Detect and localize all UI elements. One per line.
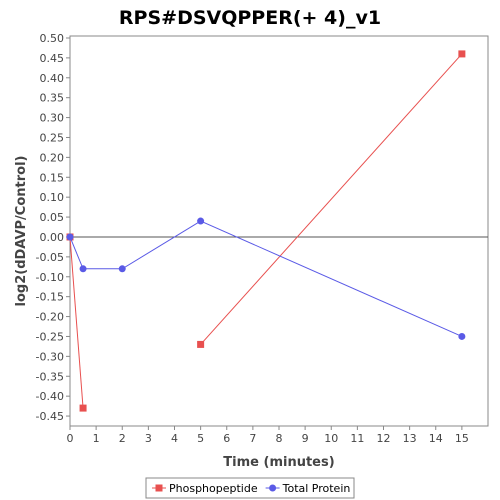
y-tick-label: 0.30 <box>40 112 65 125</box>
x-tick-label: 11 <box>350 432 364 445</box>
legend-item-total-protein: Total Protein <box>265 482 351 495</box>
total-protein-point <box>118 265 126 273</box>
total-protein-point <box>458 332 466 340</box>
y-tick-label: -0.10 <box>36 271 64 284</box>
x-axis: 0 1 2 3 4 5 6 7 8 9 10 11 12 13 14 15 <box>67 426 469 445</box>
y-tick-label: -0.20 <box>36 311 64 324</box>
x-tick-label: 9 <box>302 432 309 445</box>
y-tick-label: -0.30 <box>36 350 64 363</box>
x-tick-label: 2 <box>119 432 126 445</box>
y-tick-label: -0.05 <box>36 251 64 264</box>
phosphopeptide-point <box>458 50 466 58</box>
x-tick-label: 12 <box>377 432 391 445</box>
y-tick-label: 0.35 <box>40 92 65 105</box>
x-tick-label: 1 <box>93 432 100 445</box>
y-tick-label: -0.15 <box>36 291 64 304</box>
x-tick-label: 13 <box>403 432 417 445</box>
y-tick-label: 0.15 <box>40 171 65 184</box>
total-protein-point <box>66 233 74 241</box>
x-tick-label: 0 <box>67 432 74 445</box>
legend-item-phosphopeptide: Phosphopeptide <box>152 482 258 495</box>
phosphopeptide-line <box>69 236 84 409</box>
y-tick-label: -0.25 <box>36 330 64 343</box>
x-tick-label: 5 <box>197 432 204 445</box>
legend-label: Phosphopeptide <box>169 482 258 495</box>
total-protein-point <box>197 217 205 225</box>
y-tick-label: 0.50 <box>40 32 65 45</box>
x-tick-label: 14 <box>429 432 443 445</box>
chart-title: RPS#DSVQPPER(+ 4)_v1 <box>119 7 381 29</box>
plot-area <box>69 35 489 427</box>
phosphopeptide-line <box>200 53 463 345</box>
y-tick-label: 0.05 <box>40 211 65 224</box>
x-tick-label: 10 <box>324 432 338 445</box>
x-tick-label: 6 <box>223 432 230 445</box>
y-tick-label: 0.45 <box>40 52 65 65</box>
total-protein-point <box>79 265 87 273</box>
x-tick-label: 7 <box>249 432 256 445</box>
legend-label: Total Protein <box>282 482 351 495</box>
phosphopeptide-point <box>79 404 87 412</box>
y-tick-label: 0.00 <box>40 231 65 244</box>
legend-swatch-marker <box>269 484 277 492</box>
x-axis-label: Time (minutes) <box>223 455 334 470</box>
y-tick-label: -0.35 <box>36 370 64 383</box>
legend-box <box>145 477 355 499</box>
y-tick-label: -0.45 <box>36 410 64 423</box>
y-axis-label: log2(dDAVP/Control) <box>14 156 29 307</box>
y-tick-label: 0.10 <box>40 191 65 204</box>
series-group <box>66 50 466 412</box>
x-tick-label: 15 <box>455 432 469 445</box>
y-tick-label: 0.25 <box>40 131 65 144</box>
y-tick-label: -0.40 <box>36 390 64 403</box>
series-total-protein <box>66 217 466 340</box>
y-tick-label: 0.40 <box>40 72 65 85</box>
phosphopeptide-point <box>197 340 205 348</box>
y-tick-label: 0.20 <box>40 151 65 164</box>
x-tick-label: 4 <box>171 432 178 445</box>
y-axis: -0.45 -0.40 -0.35 -0.30 -0.25 -0.20 -0.15 -0.10… <box>36 32 70 423</box>
x-tick-label: 8 <box>276 432 283 445</box>
legend-swatch-marker <box>155 484 163 492</box>
legend: Phosphopeptide Total Protein <box>145 477 355 499</box>
x-tick-label: 3 <box>145 432 152 445</box>
